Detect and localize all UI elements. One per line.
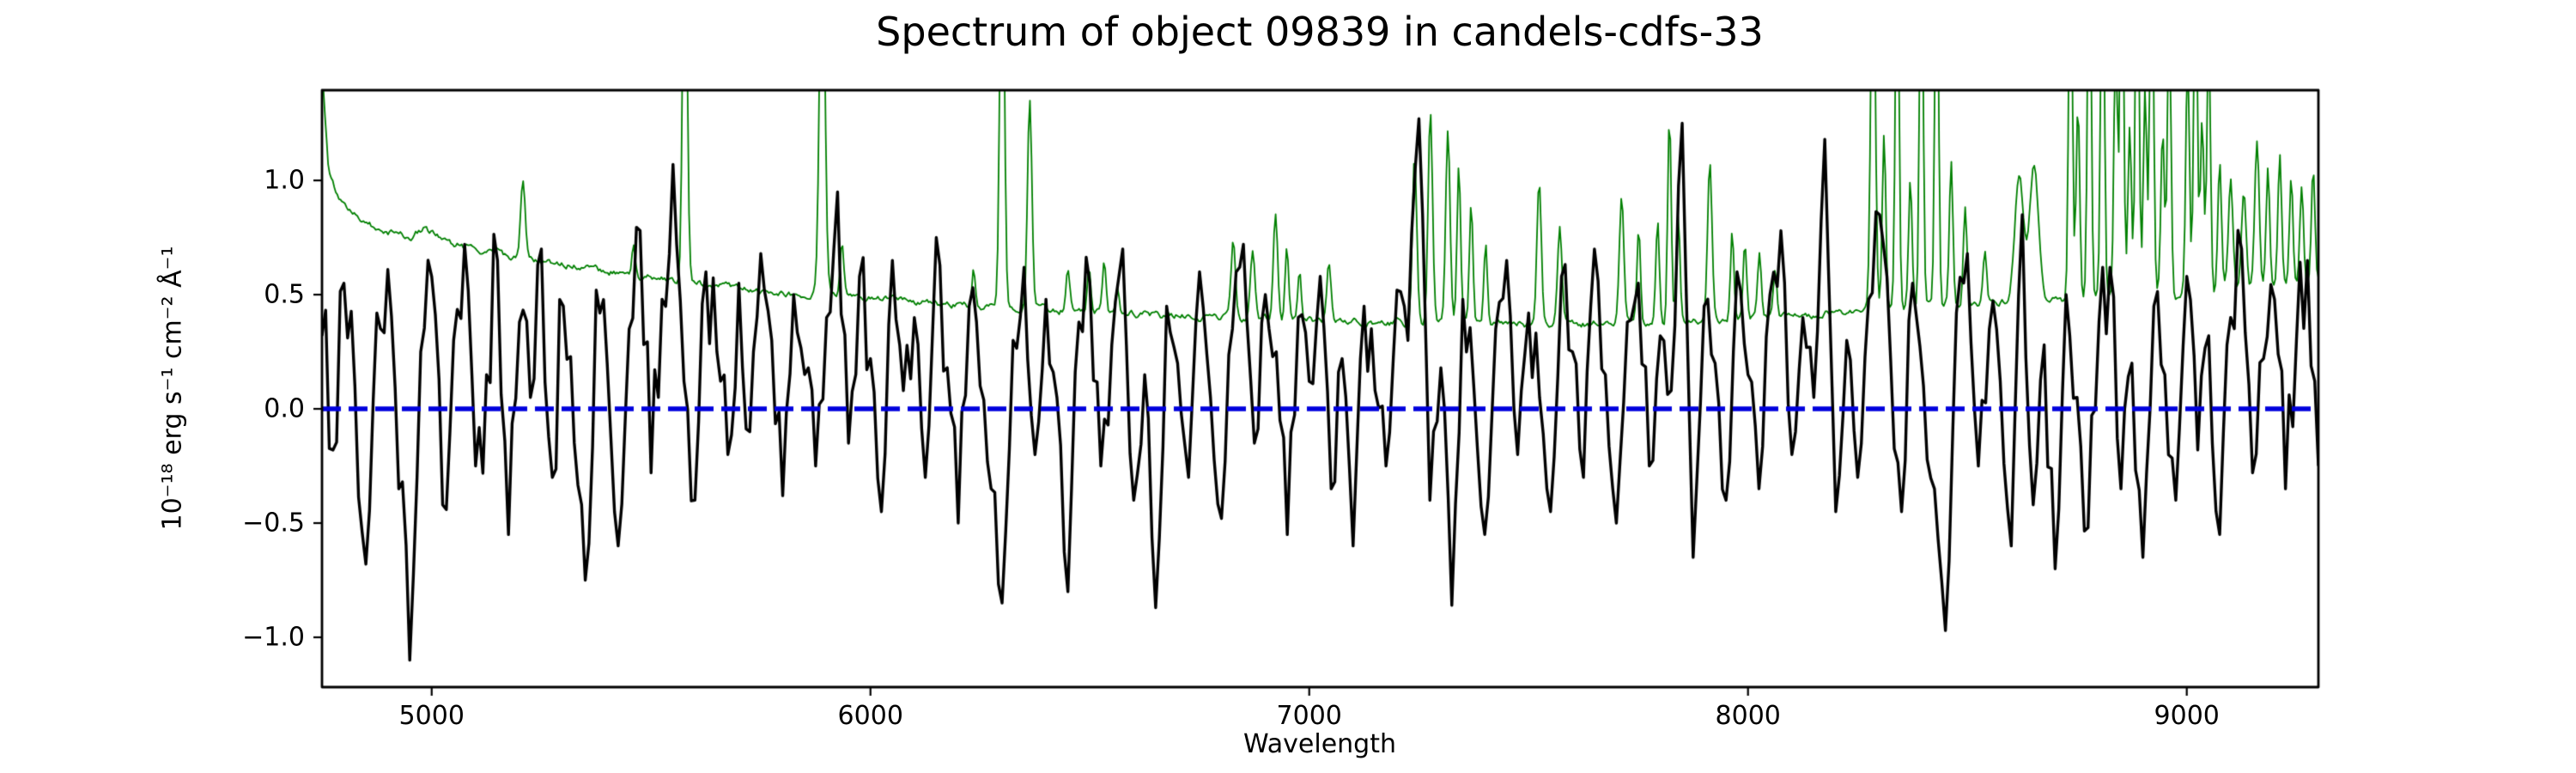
x-tick-label: 9000 bbox=[2154, 701, 2220, 731]
y-tick-label: −0.5 bbox=[242, 508, 305, 539]
x-tick-label: 8000 bbox=[1715, 701, 1781, 731]
x-axis-label: Wavelength bbox=[1243, 729, 1396, 759]
y-tick-label: −1.0 bbox=[242, 622, 305, 653]
x-tick-label: 5000 bbox=[398, 701, 465, 731]
x-tick-label: 6000 bbox=[837, 701, 903, 731]
plot-title: Spectrum of object 09839 in candels-cdfs… bbox=[876, 9, 1764, 55]
y-tick-label: 1.0 bbox=[264, 165, 305, 196]
y-axis-label: 10⁻¹⁸ erg s⁻¹ cm⁻² Å⁻¹ bbox=[157, 246, 188, 531]
x-tick-label: 7000 bbox=[1276, 701, 1342, 731]
y-tick-label: 0.0 bbox=[264, 393, 305, 424]
y-tick-label: 0.5 bbox=[264, 279, 305, 310]
